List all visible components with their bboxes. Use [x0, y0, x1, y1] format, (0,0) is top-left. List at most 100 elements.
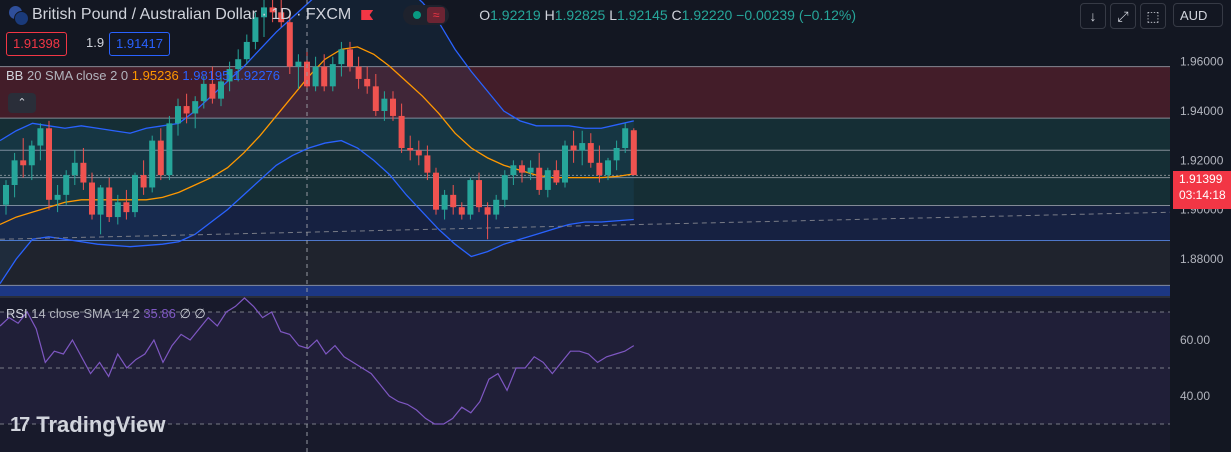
candle-body [390, 98, 396, 116]
rsi-name: RSI [6, 306, 28, 321]
currency-pair-flag-icon [8, 5, 29, 26]
rsi-line [0, 297, 635, 425]
candle-body [484, 207, 491, 215]
candle-body [355, 66, 362, 79]
candle-body [114, 202, 121, 218]
open-value: 1.92219 [490, 7, 541, 23]
rsi-params: 14 close SMA 14 2 [31, 306, 140, 321]
candle-body [235, 59, 242, 70]
candle-body [587, 143, 594, 163]
candle-body [441, 194, 448, 210]
sr-zone [0, 285, 1170, 296]
rsi-tick-label: 40.00 [1180, 389, 1210, 403]
bb-upper-line [0, 0, 634, 142]
candle-body [519, 165, 525, 173]
sr-zone [0, 240, 1170, 286]
candle-body [596, 162, 603, 176]
currency-select[interactable]: AUD [1173, 3, 1223, 27]
bb-lower-line [0, 139, 634, 285]
wave-icon: ≈ [427, 7, 446, 23]
change-value: −0.00239 (−0.12%) [736, 7, 857, 23]
collapse-legend-button[interactable]: ⌃ [8, 93, 36, 113]
fullscreen-button[interactable]: ⤢ [1110, 3, 1136, 29]
candle-body [450, 194, 457, 208]
candle-body [89, 182, 95, 215]
market-status[interactable]: ≈ [403, 5, 450, 25]
candle-body [510, 165, 517, 176]
rsi-legend[interactable]: RSI 14 close SMA 14 2 35.86 ∅ ∅ [6, 306, 206, 322]
sell-price-button[interactable]: 1.91398 [6, 32, 67, 56]
high-value: 1.92825 [554, 7, 606, 23]
countdown-value: 03:14:18 [1179, 188, 1226, 202]
scroll-down-button[interactable]: ↓ [1080, 3, 1106, 29]
candle-body [476, 180, 482, 208]
bb-legend[interactable]: BB 20 SMA close 2 0 1.95236 1.98195 1.92… [6, 68, 280, 84]
candle-body [312, 66, 319, 87]
bb-cloud [0, 0, 634, 284]
candle-body [261, 7, 267, 18]
candle-body [80, 162, 87, 183]
candle-body [200, 83, 207, 102]
candle-body [527, 167, 534, 173]
candle-body [381, 98, 388, 111]
candle-body [54, 194, 61, 200]
rsi-tick-label: 60.00 [1180, 333, 1210, 347]
bb-params: 20 SMA close 2 0 [26, 68, 129, 83]
tradingview-logo-icon: 17 [10, 413, 30, 436]
candle-body [613, 148, 620, 161]
candle-body [321, 66, 328, 87]
candle-body [46, 128, 52, 200]
candle-body [157, 140, 164, 176]
low-value: 1.92145 [617, 7, 668, 23]
chart-header: British Pound / Australian Dollar · 1D ·… [0, 0, 856, 30]
market-open-dot-icon [413, 11, 422, 19]
bb-basis-value: 1.95236 [131, 68, 179, 83]
candle-body [209, 83, 216, 99]
candle-body [433, 172, 439, 210]
candle-body [415, 150, 422, 156]
bb-lower-value: 1.92276 [233, 68, 281, 83]
candle-body [579, 143, 586, 151]
price-tick-label: 1.94000 [1180, 104, 1224, 118]
candle-body [570, 145, 577, 151]
tradingview-logo[interactable]: 17 TradingView [10, 412, 165, 438]
candle-body [493, 199, 500, 215]
candle-body [243, 41, 250, 60]
candle-body [63, 175, 70, 195]
sr-zone [0, 177, 1170, 206]
bottom-zone [0, 285, 1170, 296]
symbol-title[interactable]: British Pound / Australian Dollar · 1D ·… [32, 6, 352, 23]
candle-body [11, 160, 18, 185]
candle-body [347, 49, 353, 67]
candle-body [226, 69, 233, 82]
candle-body [338, 49, 345, 65]
buy-price-button[interactable]: 1.91417 [109, 32, 170, 56]
candle-body [252, 17, 259, 42]
candle-body [20, 160, 27, 166]
price-tick-label: 1.96000 [1180, 55, 1224, 69]
screenshot-button[interactable]: ⬚ [1140, 3, 1166, 29]
candle-body [37, 128, 44, 146]
price-axis [1170, 0, 1231, 452]
candle-body [71, 162, 78, 176]
candle-body [3, 185, 9, 205]
logo-text: TradingView [36, 412, 166, 437]
candle-body [295, 61, 302, 67]
candle-body [123, 202, 130, 213]
candle-body [329, 64, 336, 87]
candle-body [183, 106, 190, 114]
candle-body [132, 175, 138, 213]
candle-body [544, 170, 551, 190]
last-price-value: 1.91399 [1179, 172, 1223, 186]
ohlc-readout: O1.92219 H1.92825 L1.92145 C1.92220 −0.0… [479, 7, 857, 23]
candle-body [218, 81, 224, 99]
rsi-extra: ∅ ∅ [179, 306, 206, 321]
spread-value: 1.9 [86, 35, 105, 50]
candle-body [97, 187, 104, 215]
candle-body [630, 130, 637, 176]
candle-body [536, 167, 543, 190]
candle-body [553, 170, 560, 183]
trendline [0, 211, 1171, 240]
flag-marker-icon[interactable] [361, 10, 374, 20]
